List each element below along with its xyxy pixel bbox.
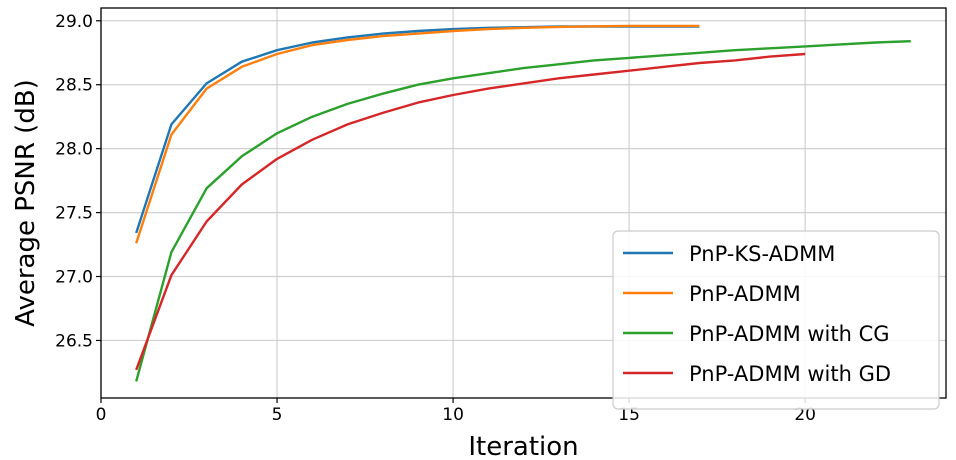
series-line-1	[135, 25, 700, 234]
y-tick-label: 27.5	[55, 204, 93, 224]
x-tick-label: 0	[96, 405, 107, 425]
y-tick-label: 29.0	[55, 12, 93, 32]
legend-label: PnP-ADMM	[689, 282, 801, 306]
y-tick-label: 28.0	[55, 140, 93, 160]
legend-box	[612, 230, 940, 410]
series-line-4	[135, 52, 806, 371]
x-tick-label: 20	[794, 405, 816, 425]
y-tick-label: 27.0	[55, 268, 93, 288]
plot-frame	[100, 7, 947, 399]
x-tick-label: 10	[442, 405, 464, 425]
legend-label: PnP-ADMM with CG	[689, 322, 890, 346]
series-line-2	[135, 24, 700, 244]
y-tick-label: 26.5	[55, 331, 93, 351]
axis-ticks: 0 5 10 15 20 26.5 27.0 27.5 28.0 28.5 29.0	[55, 12, 816, 425]
y-axis-title: Average PSNR (dB)	[11, 79, 41, 327]
series-lines	[135, 24, 911, 382]
legend: PnP-KS-ADMM PnP-ADMM PnP-ADMM with CG PnP-A…	[612, 230, 940, 410]
x-axis-title: Iteration	[468, 432, 578, 460]
series-line-3	[135, 40, 911, 382]
legend-label: PnP-KS-ADMM	[689, 242, 835, 266]
x-tick-label: 15	[618, 405, 640, 425]
y-tick-label: 28.5	[55, 76, 93, 96]
grid	[100, 8, 946, 398]
x-tick-label: 5	[272, 405, 283, 425]
legend-label: PnP-ADMM with GD	[689, 362, 891, 386]
